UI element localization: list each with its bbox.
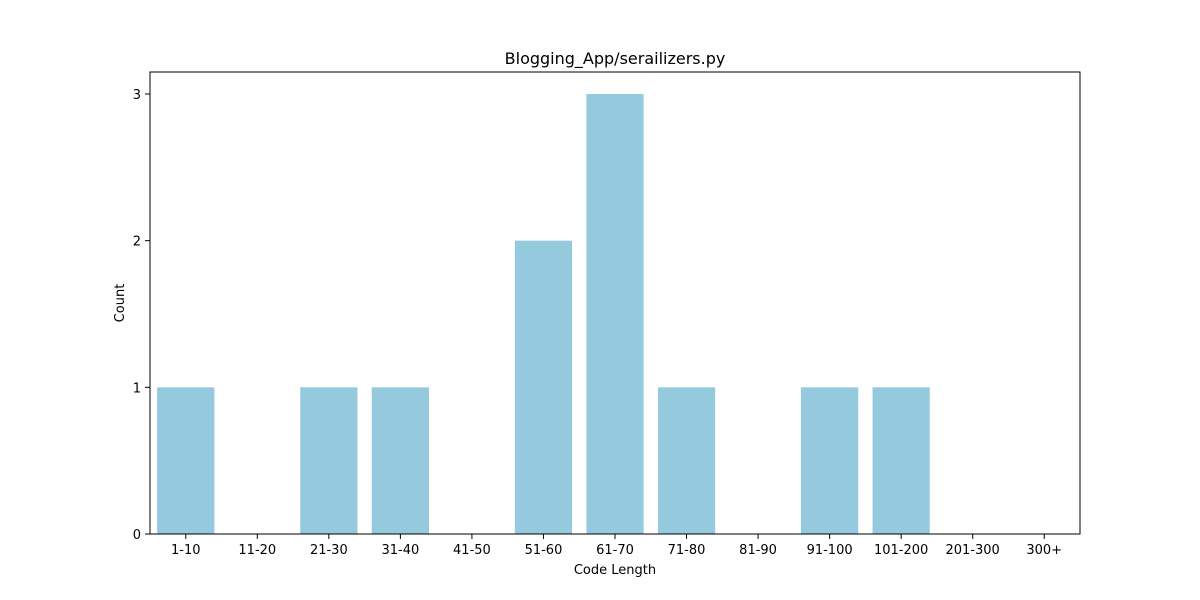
x-tick-label: 51-60 xyxy=(525,543,563,558)
bar-91-100 xyxy=(801,387,859,534)
x-tick-label: 41-50 xyxy=(453,543,491,558)
bar-101-200 xyxy=(872,387,930,534)
x-tick-label: 21-30 xyxy=(310,543,348,558)
bar-61-70 xyxy=(586,94,644,534)
chart-title: Blogging_App/serailizers.py xyxy=(505,49,726,69)
x-tick-label: 101-200 xyxy=(874,543,928,558)
bar-51-60 xyxy=(514,240,573,534)
x-tick-label: 11-20 xyxy=(238,543,276,558)
x-tick-label: 61-70 xyxy=(596,543,634,558)
x-tick-label: 201-300 xyxy=(946,543,1000,558)
x-tick-label: 71-80 xyxy=(668,543,706,558)
y-tick-label: 3 xyxy=(133,88,141,103)
y-tick-label: 0 xyxy=(133,528,141,543)
bars-group xyxy=(157,94,930,534)
bar-21-30 xyxy=(300,387,358,534)
bar-71-80 xyxy=(657,387,716,534)
y-tick-label: 2 xyxy=(133,235,141,250)
bar-1-10 xyxy=(157,387,215,534)
x-tick-label: 300+ xyxy=(1026,543,1062,558)
y-axis: 0 1 2 3 xyxy=(133,88,150,543)
x-tick-label: 31-40 xyxy=(381,543,419,558)
x-tick-label: 1-10 xyxy=(171,543,201,558)
y-axis-label: Count xyxy=(113,284,128,323)
y-tick-label: 1 xyxy=(133,381,141,396)
x-axis-label: Code Length xyxy=(574,563,656,578)
x-axis: 1-10 11-20 21-30 31-40 41-50 51-60 61-70 71-80 8… xyxy=(171,534,1062,558)
x-tick-label: 91-100 xyxy=(807,543,853,558)
bar-31-40 xyxy=(371,387,429,534)
x-tick-label: 81-90 xyxy=(739,543,777,558)
